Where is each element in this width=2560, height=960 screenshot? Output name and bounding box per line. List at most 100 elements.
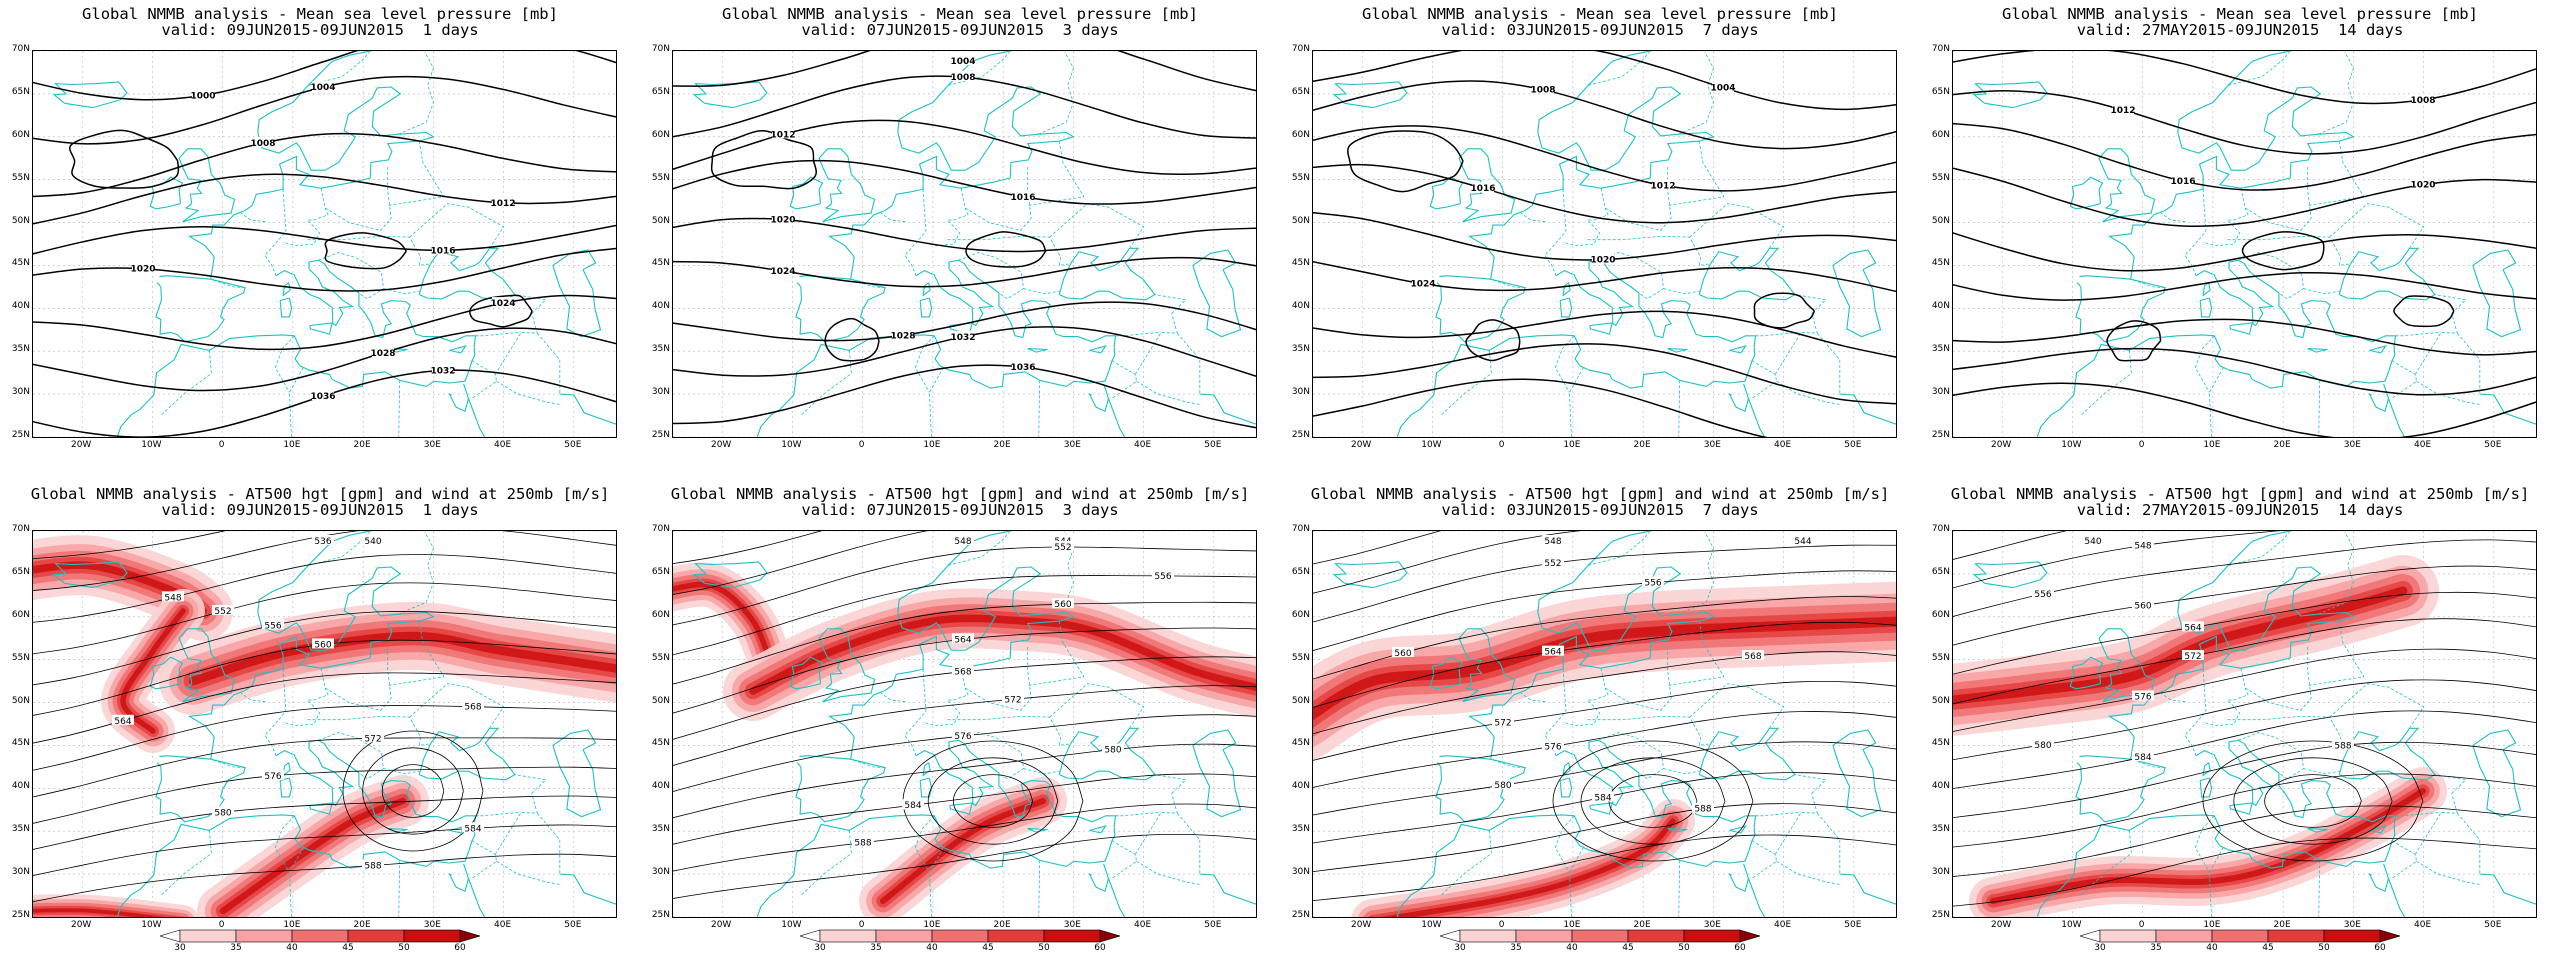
coastlines [692,51,1256,437]
contour-label: 1032 [430,366,455,376]
colorbar-tick-label: 35 [230,943,242,953]
panel-title: Global NMMB analysis - AT500 hgt [gpm] a… [1280,486,1920,518]
lat-tick-label: 25N [651,910,670,920]
lat-tick-label: 65N [11,86,30,97]
coastlines [52,531,616,917]
contour-label: 560 [2134,601,2151,611]
lon-tick-label: 10E [2203,920,2221,930]
lon-tick-label: 30E [1063,920,1081,930]
map-frame: 1004 1008 1012 1016 1020 1024 1028 1032 1036 [672,50,1257,438]
contour-label: 1032 [950,333,975,343]
lon-tick-label: 20W [1350,920,1372,930]
lon-tick-label: 30E [423,440,441,450]
colorbar [2078,928,2402,943]
lat-tick-label: 65N [11,566,30,577]
lon-tick-label: 20W [70,440,92,450]
panel-title: Global NMMB analysis - AT500 hgt [gpm] a… [640,486,1280,518]
contour-label: 1020 [2410,181,2435,191]
lon-tick-label: 0 [2138,920,2145,930]
hgt-wind-panel: Global NMMB analysis - AT500 hgt [gpm] a… [1280,480,1920,960]
panel-title: Global NMMB analysis - AT500 hgt [gpm] a… [0,486,640,518]
lat-tick-label: 40N [11,301,30,312]
colorbar-tick-label: 35 [870,943,882,953]
lon-tick-label: 0 [858,920,865,930]
lat-tick-label: 40N [1931,301,1950,312]
geopotential-contours [673,531,1256,899]
lat-tick-label: 70N [1291,524,1310,534]
valid-period: valid: 27MAY2015-09JUN2015 14 days [2076,501,2404,519]
title-line1: Global NMMB analysis - AT500 hgt [gpm] a… [30,485,610,503]
contour-label: 564 [114,717,131,727]
lat-tick-label: 45N [1291,738,1310,749]
colorbar-tick-label: 50 [2318,943,2330,953]
isobar-contours [1953,51,2536,437]
lat-tick-label: 55N [651,172,670,183]
contour-label: 1024 [490,299,515,309]
lon-tick-label: 10W [781,920,802,930]
colorbar-tick-label: 60 [1094,943,1106,953]
colorbar-scale [798,929,1122,943]
country-borders [2081,51,2481,437]
contour-label: 556 [264,621,281,631]
contour-label: 548 [2134,542,2151,552]
contour-labels: 1000 1004 1008 1012 1016 1020 1024 1028 1032 1036 [130,81,516,402]
grid-lines [33,51,616,437]
lat-tick-label: 55N [1931,652,1950,663]
contour-label: 584 [1594,793,1611,803]
lon-tick-label: 40E [1774,920,1792,930]
contour-labels: 1008 1012 1016 1020 [2110,93,2436,191]
lat-tick-label: 60N [1931,129,1950,140]
contour-label: 560 [1394,649,1411,659]
contour-label: 1020 [1590,256,1615,266]
lon-tick-label: 50E [1844,440,1862,450]
lat-tick-label: 65N [1931,566,1950,577]
contour-label: 1016 [1470,184,1495,194]
lat-tick-label: 55N [1291,172,1310,183]
lat-tick-label: 50N [651,695,670,706]
lon-tick-label: 20E [2273,440,2291,450]
colorbar [1438,928,1762,943]
contour-label: 564 [2184,623,2201,633]
lon-tick-label: 10W [2061,920,2082,930]
panel-title: Global NMMB analysis - Mean sea level pr… [640,6,1280,38]
lon-tick-label: 20E [2273,920,2291,930]
grid-lines [1953,51,2536,437]
lon-tick-label: 40E [494,440,512,450]
contour-label: 1024 [770,267,795,277]
contour-label: 588 [2334,741,2351,751]
lat-tick-label: 45N [651,738,670,749]
lat-tick-label: 35N [1291,824,1310,835]
contour-label: 1004 [1710,84,1735,94]
map-frame: 1008 1012 1016 1020 [1952,50,2537,438]
contour-label: 1016 [2170,177,2195,187]
lon-tick-label: 20W [710,440,732,450]
lon-tick-label: 20E [353,920,371,930]
hgt-wind-panel: Global NMMB analysis - AT500 hgt [gpm] a… [0,480,640,960]
lat-tick-label: 60N [651,609,670,620]
colorbar-scale [1438,929,1762,943]
lat-tick-label: 50N [11,695,30,706]
contour-label: 572 [364,734,381,744]
lon-tick-label: 10E [923,920,941,930]
colorbar-tick-label: 35 [1510,943,1522,953]
lon-tick-label: 50E [2484,440,2502,450]
contour-label: 588 [364,862,381,872]
lon-tick-label: 0 [1498,440,1505,450]
valid-period: valid: 03JUN2015-09JUN2015 7 days [1441,501,1759,519]
isobar-contours [33,51,616,437]
lat-tick-label: 25N [651,430,670,440]
contour-label: 560 [314,640,331,650]
lon-tick-label: 40E [1134,440,1152,450]
map-canvas: 1000 1004 1008 1012 1016 1020 1024 1028 1032 1036 [33,51,616,437]
lat-tick-label: 30N [1931,387,1950,398]
colorbar-tick-label: 40 [926,943,938,953]
lat-tick-label: 60N [651,129,670,140]
lat-tick-label: 70N [1931,524,1950,534]
country-borders [1441,531,1841,917]
lon-tick-label: 10W [1421,920,1442,930]
colorbar-tick-label: 50 [1678,943,1690,953]
contour-label: 576 [1544,742,1561,752]
contour-label: 576 [954,732,971,742]
